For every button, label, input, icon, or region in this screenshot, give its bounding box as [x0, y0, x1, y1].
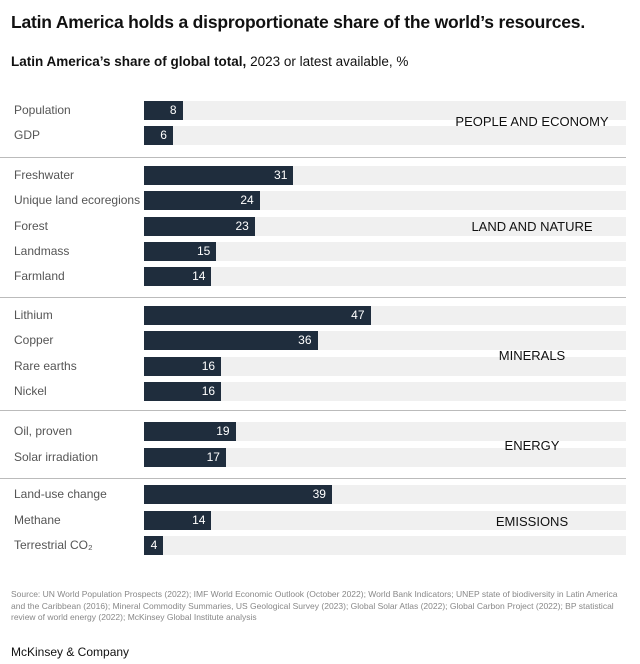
bar	[144, 448, 226, 467]
bar-track	[144, 267, 626, 286]
bar	[144, 242, 217, 261]
bar-value-label: 16	[201, 359, 216, 373]
bar	[144, 191, 260, 210]
bar-track	[144, 511, 626, 530]
bar	[144, 382, 222, 401]
group-label: ENERGY	[504, 438, 560, 453]
category-label: Unique land ecoregions	[14, 193, 141, 207]
bar-value-label: 47	[351, 308, 365, 322]
bar	[144, 166, 294, 185]
subtitle-bold: Latin America’s share of global total,	[11, 54, 247, 69]
group-label: PEOPLE AND ECONOMY	[455, 114, 609, 129]
category-label: Oil, proven	[14, 424, 73, 438]
chart-title: Latin America holds a disproportionate s…	[11, 12, 586, 32]
bar-value-label: 31	[274, 168, 288, 182]
category-label: Methane	[14, 513, 61, 527]
bar-track	[144, 357, 626, 376]
bar	[144, 331, 318, 350]
bar-value-label: 4	[150, 538, 158, 552]
bar	[144, 267, 212, 286]
source-note: Source: UN World Population Prospects (2…	[11, 589, 618, 622]
category-label: GDP	[14, 128, 41, 142]
bar	[144, 485, 332, 504]
category-label: Population	[14, 103, 71, 117]
category-label: Terrestrial CO₂	[14, 538, 93, 552]
bar	[144, 536, 164, 555]
bar-track	[144, 101, 626, 120]
bar-value-label: 15	[196, 244, 211, 258]
bar	[144, 101, 183, 120]
bar	[144, 357, 222, 376]
bar-value-label: 14	[192, 513, 206, 527]
brand-logo-text: McKinsey & Company	[11, 645, 130, 659]
category-label: Copper	[14, 333, 54, 347]
bar-track	[144, 242, 626, 261]
bar-track	[144, 382, 626, 401]
bar-value-label: 14	[192, 269, 206, 283]
subtitle-rest: 2023 or latest available, %	[246, 54, 409, 69]
category-label: Solar irradiation	[14, 450, 99, 464]
bar	[144, 422, 236, 441]
bar-track	[144, 448, 626, 467]
bar-track	[144, 217, 626, 236]
bar-track	[144, 191, 626, 210]
bar-value-label: 8	[169, 103, 177, 117]
bar-value-label: 36	[298, 333, 312, 347]
group-divider	[0, 410, 626, 411]
bar-value-label: 19	[216, 424, 230, 438]
bar-value-label: 16	[201, 384, 216, 398]
category-label: Forest	[14, 219, 49, 233]
bar-value-label: 39	[312, 487, 326, 501]
group-label: LAND AND NATURE	[471, 219, 593, 234]
category-label: Landmass	[14, 244, 70, 258]
bar-track	[144, 126, 626, 145]
bar-value-label: 24	[240, 193, 254, 207]
category-label: Lithium	[14, 308, 53, 322]
bar-value-label: 23	[235, 219, 249, 233]
bar-track	[144, 536, 626, 555]
group-divider	[0, 297, 626, 298]
bar-value-label: 6	[160, 128, 167, 142]
group-divider	[0, 157, 626, 158]
bar	[144, 306, 371, 325]
category-label: Land-use change	[14, 487, 107, 501]
category-label: Freshwater	[14, 168, 75, 182]
bar	[144, 126, 173, 145]
group-label: EMISSIONS	[495, 514, 569, 529]
chart-subtitle: Latin America’s share of global total, 2…	[11, 54, 408, 69]
bar	[144, 217, 255, 236]
category-label: Farmland	[14, 269, 65, 283]
category-label: Nickel	[14, 384, 47, 398]
category-label: Rare earths	[14, 359, 77, 373]
bar-value-label: 17	[206, 450, 220, 464]
group-label: MINERALS	[498, 348, 566, 363]
bar-track	[144, 422, 626, 441]
bar	[144, 511, 212, 530]
group-divider	[0, 478, 626, 479]
